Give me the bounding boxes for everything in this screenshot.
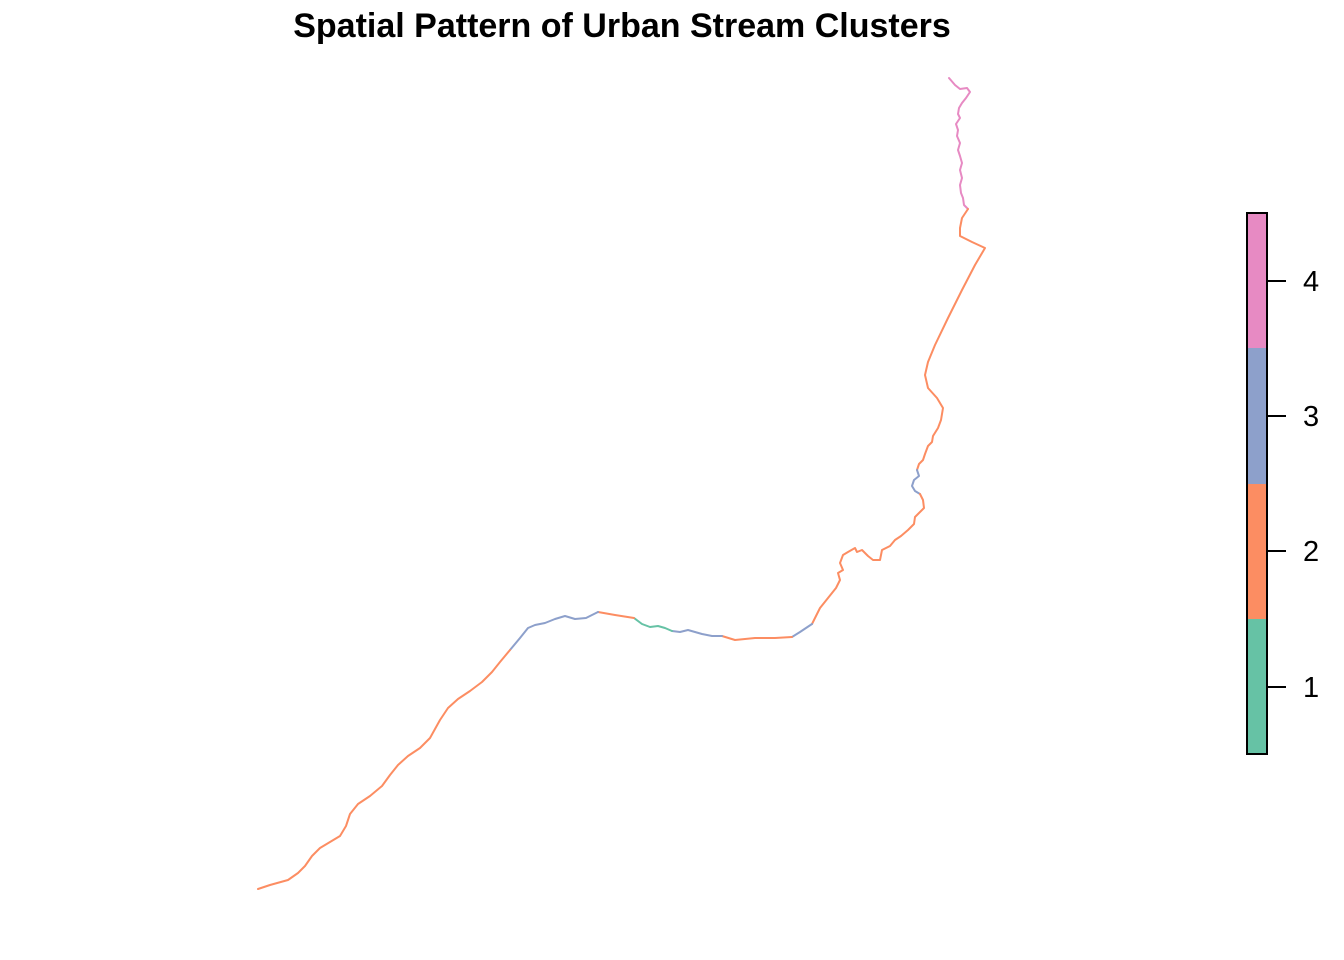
stream-segment-cluster-4 [948,77,971,210]
legend-tick-label: 4 [1303,266,1319,298]
map-title: Spatial Pattern of Urban Stream Clusters [293,7,951,45]
stream-segment-cluster-2 [916,208,986,471]
stream-segment-cluster-2 [721,635,793,641]
legend-bin-cluster-3 [1247,348,1267,484]
stream-segment-cluster-3 [671,629,723,637]
legend-tick-label: 2 [1303,536,1319,568]
legend-tick-label: 1 [1303,672,1319,704]
legend-bin-cluster-4 [1247,213,1267,348]
stream-segment-cluster-1 [633,617,673,632]
legend-bin-cluster-1 [1247,619,1267,754]
stream-network [257,77,986,890]
cluster-legend: 1 2 3 4 [1246,212,1319,755]
stream-segment-cluster-2 [811,493,925,625]
legend-bin-cluster-2 [1247,484,1267,619]
stream-segment-cluster-3 [791,623,813,638]
stream-segment-cluster-3 [509,611,599,651]
stream-segment-cluster-2 [257,649,511,890]
legend-tick-label: 3 [1303,401,1319,433]
stream-segment-cluster-2 [597,611,635,619]
stream-segment-cluster-3 [911,469,921,495]
legend-frame [1246,212,1268,755]
